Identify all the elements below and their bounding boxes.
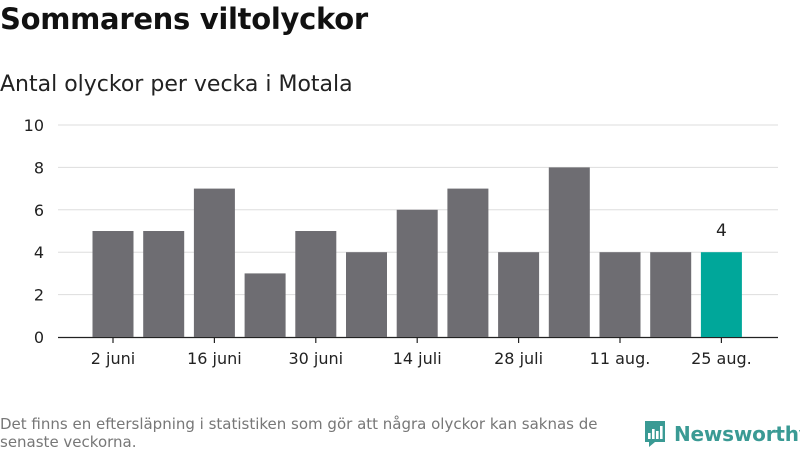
bar: [92, 231, 134, 337]
bar: [447, 188, 489, 337]
data-label: 4: [716, 221, 727, 241]
y-tick-label: 4: [34, 243, 44, 262]
bar: [143, 231, 185, 337]
brand-name: Newsworthy: [674, 422, 800, 446]
bar: [599, 252, 641, 337]
bar: [346, 252, 387, 337]
x-tick-label: 30 juni: [288, 349, 343, 368]
y-axis-ticks: 0 2 4 6 8 10: [24, 116, 44, 347]
x-tick-label: 2 juni: [91, 349, 135, 368]
y-tick-label: 2: [34, 286, 44, 305]
newsworthy-logo-icon: [645, 421, 665, 447]
x-axis-ticks: 2 juni 16 juni 30 juni 14 juli 28 juli 11 aug…: [91, 337, 752, 368]
x-tick-label: 16 juni: [187, 349, 242, 368]
y-tick-label: 0: [34, 328, 44, 347]
brand[interactable]: Newsworthy: [643, 418, 800, 450]
x-tick-label: 14 juli: [393, 349, 442, 368]
chart-subtitle: Antal olyckor per vecka i Motala: [0, 72, 353, 97]
chart-title: Sommarens viltolyckor: [0, 2, 368, 36]
x-tick-label: 28 juli: [494, 349, 543, 368]
bar: [295, 231, 337, 337]
data-labels: 4: [716, 221, 727, 241]
bar-chart: 0 2 4 6 8 10 4 2 juni 16 juni 30 juni 14 juli 28 …: [24, 116, 778, 368]
bars: [92, 167, 742, 337]
y-tick-label: 10: [24, 116, 44, 135]
bar: [396, 209, 438, 337]
y-tick-label: 8: [34, 158, 44, 177]
x-tick-label: 11 aug.: [590, 349, 651, 368]
bar: [498, 252, 540, 337]
y-tick-label: 6: [34, 201, 44, 220]
x-tick-label: 25 aug.: [691, 349, 752, 368]
bar: [548, 167, 590, 337]
bar: [650, 252, 692, 337]
footnote: Det finns en eftersläpning i statistiken…: [0, 415, 598, 451]
bar-highlighted: [700, 252, 742, 337]
bar: [244, 273, 286, 337]
bar: [193, 188, 235, 337]
